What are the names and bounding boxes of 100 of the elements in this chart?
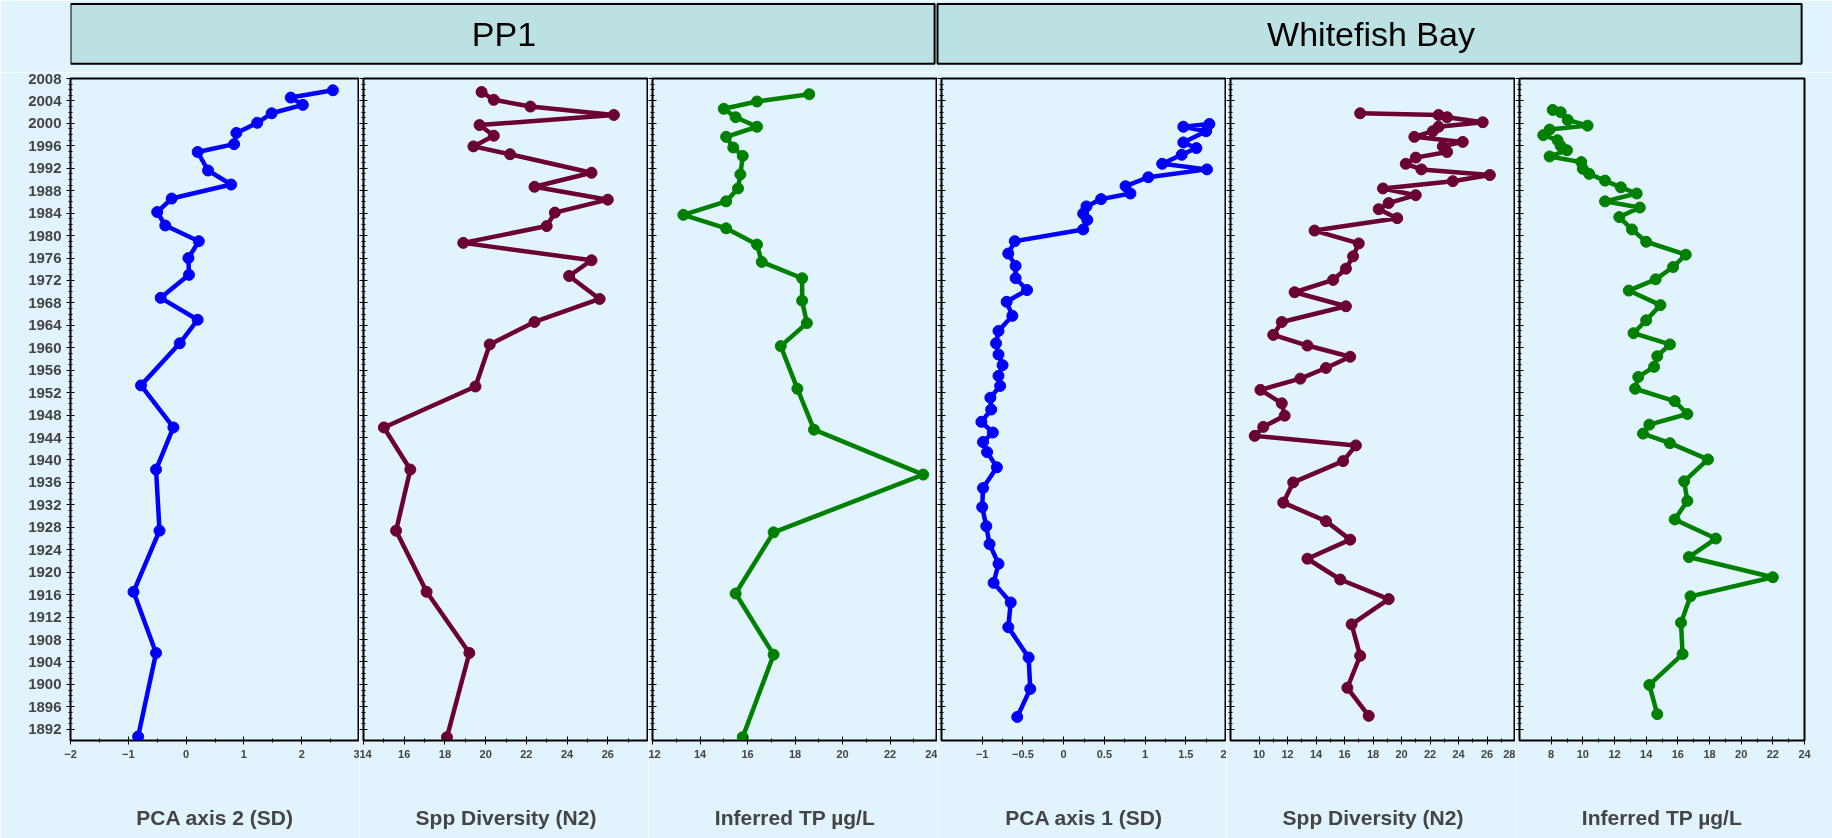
x-tick-label: 24 bbox=[925, 747, 939, 760]
x-tick-label: 22 bbox=[520, 747, 533, 760]
point bbox=[173, 337, 186, 350]
point bbox=[992, 324, 1005, 337]
x-tick-label: −2 bbox=[64, 747, 77, 760]
y-tick-label: 1900 bbox=[28, 675, 62, 693]
point bbox=[1267, 328, 1280, 341]
x-tick-label: 16 bbox=[1671, 747, 1684, 760]
point bbox=[1441, 111, 1454, 124]
point bbox=[720, 130, 733, 143]
point bbox=[767, 526, 780, 539]
x-tick-label: 24 bbox=[1452, 747, 1466, 760]
x-tick-label: 22 bbox=[1423, 747, 1437, 760]
point bbox=[284, 91, 297, 104]
point bbox=[191, 146, 204, 158]
point bbox=[487, 93, 500, 106]
point bbox=[1663, 437, 1676, 450]
text: Whitefish Bay bbox=[1267, 15, 1475, 54]
point bbox=[1681, 494, 1694, 507]
point bbox=[1625, 223, 1638, 236]
point bbox=[1004, 596, 1017, 609]
point bbox=[1319, 362, 1332, 374]
point bbox=[182, 252, 195, 265]
point bbox=[1142, 171, 1155, 184]
x-tick-label: 14 bbox=[1640, 747, 1654, 760]
point bbox=[585, 254, 598, 267]
point bbox=[390, 524, 403, 537]
x-tick-label: 12 bbox=[648, 747, 661, 760]
point bbox=[1382, 593, 1395, 606]
point bbox=[1349, 439, 1362, 452]
point bbox=[296, 98, 309, 111]
point bbox=[796, 294, 809, 307]
x-tick-label: −0.5 bbox=[1012, 747, 1034, 760]
point bbox=[976, 501, 989, 514]
point bbox=[755, 255, 768, 268]
point bbox=[977, 482, 990, 495]
point bbox=[1002, 247, 1015, 260]
point bbox=[1537, 129, 1550, 142]
point bbox=[540, 220, 553, 233]
point bbox=[265, 107, 278, 120]
point bbox=[524, 100, 537, 113]
point bbox=[1006, 309, 1019, 322]
point bbox=[1651, 350, 1664, 363]
point bbox=[994, 379, 1007, 392]
y-tick-label: 1936 bbox=[28, 473, 62, 491]
x-tick-label: 22 bbox=[883, 747, 897, 760]
y-tick-label: 1912 bbox=[28, 608, 62, 626]
point bbox=[1339, 262, 1352, 275]
point bbox=[1024, 682, 1037, 695]
y-tick-label: 1988 bbox=[28, 181, 62, 199]
x-tick-label: 14 bbox=[693, 747, 707, 760]
x-tick-label: 1 bbox=[240, 747, 247, 760]
x-axis-title: PCA axis 2 (SD) bbox=[136, 805, 294, 829]
point bbox=[1002, 621, 1015, 634]
point bbox=[563, 269, 576, 282]
point bbox=[981, 446, 994, 459]
point bbox=[1254, 383, 1267, 396]
x-tick-label: 20 bbox=[479, 747, 492, 760]
point bbox=[996, 359, 1009, 372]
point bbox=[1640, 235, 1653, 248]
point bbox=[154, 291, 167, 304]
point bbox=[1409, 151, 1422, 164]
point bbox=[1675, 616, 1687, 629]
y-tick-label: 1964 bbox=[28, 316, 63, 334]
point bbox=[1301, 552, 1314, 565]
point bbox=[1399, 157, 1412, 170]
point bbox=[1334, 573, 1347, 586]
x-tick-label: 1.5 bbox=[1178, 747, 1194, 760]
y-tick-label: 1956 bbox=[28, 361, 62, 379]
point bbox=[1301, 339, 1314, 352]
point bbox=[796, 272, 809, 285]
y-tick-label: 1932 bbox=[28, 495, 62, 513]
point bbox=[992, 557, 1005, 570]
y-tick-label: 1992 bbox=[28, 159, 62, 177]
point bbox=[1200, 163, 1213, 176]
x-tick-label: 0 bbox=[1060, 747, 1067, 760]
point bbox=[720, 195, 733, 208]
x-tick-label: 18 bbox=[1703, 747, 1716, 760]
point bbox=[1156, 157, 1169, 170]
point bbox=[1640, 314, 1653, 327]
point bbox=[151, 206, 164, 219]
point bbox=[1676, 648, 1689, 661]
point bbox=[404, 463, 417, 476]
point bbox=[1651, 708, 1664, 721]
x-tick-label: 26 bbox=[1480, 747, 1494, 760]
point bbox=[987, 576, 1000, 589]
point bbox=[1622, 284, 1635, 297]
point bbox=[729, 587, 742, 600]
point bbox=[1663, 338, 1676, 351]
y-tick-label: 1976 bbox=[28, 249, 62, 267]
x-tick-label: 12 bbox=[1281, 747, 1294, 760]
y-tick-label: 1892 bbox=[28, 720, 62, 738]
point bbox=[1637, 427, 1649, 440]
point bbox=[135, 379, 148, 392]
point bbox=[585, 166, 598, 179]
point bbox=[1124, 187, 1137, 200]
point bbox=[1081, 213, 1094, 226]
point bbox=[800, 317, 813, 330]
point bbox=[487, 129, 500, 142]
point bbox=[720, 222, 733, 235]
